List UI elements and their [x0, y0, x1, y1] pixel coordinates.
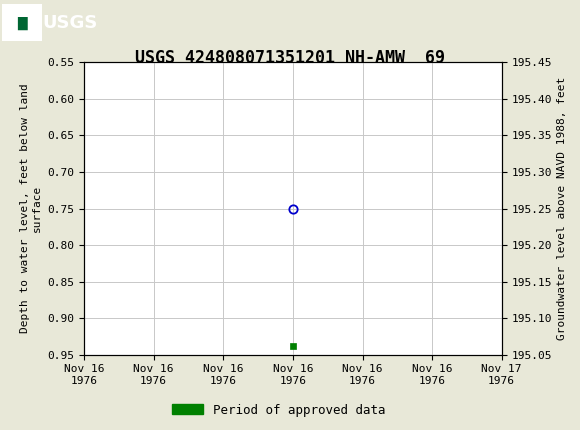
Bar [2, 4, 42, 41]
Text: USGS 424808071351201 NH-AMW  69: USGS 424808071351201 NH-AMW 69 [135, 49, 445, 68]
Text: USGS: USGS [42, 14, 97, 32]
Y-axis label: Depth to water level, feet below land
surface: Depth to water level, feet below land su… [20, 84, 42, 333]
Legend: Period of approved data: Period of approved data [166, 399, 390, 421]
Text: █: █ [17, 16, 27, 30]
Y-axis label: Groundwater level above NAVD 1988, feet: Groundwater level above NAVD 1988, feet [557, 77, 567, 340]
